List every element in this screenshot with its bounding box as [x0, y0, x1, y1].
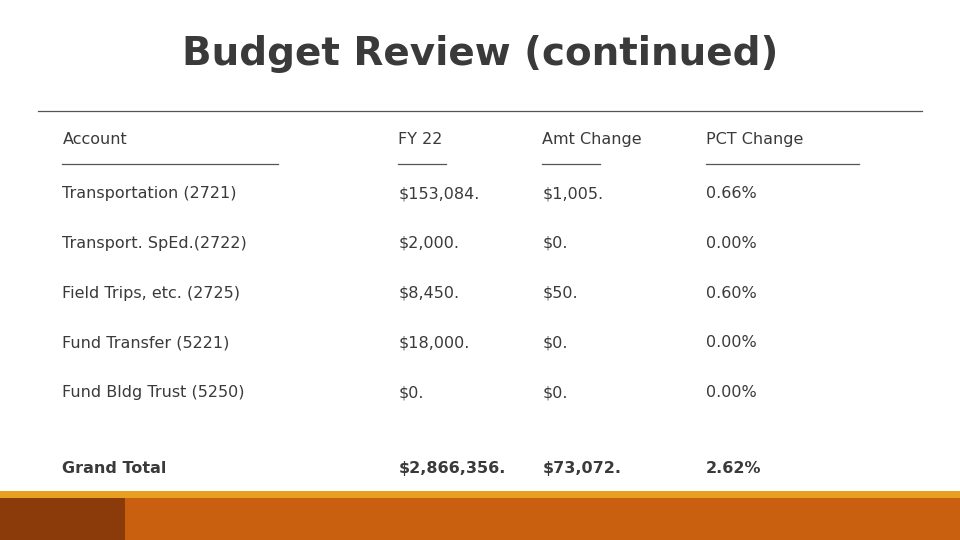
Text: $2,866,356.: $2,866,356. — [398, 461, 506, 476]
Text: Budget Review (continued): Budget Review (continued) — [181, 35, 779, 73]
Text: FY 22: FY 22 — [398, 132, 443, 147]
Text: Fund Transfer (5221): Fund Transfer (5221) — [62, 335, 229, 350]
Text: $8,450.: $8,450. — [398, 286, 460, 301]
Text: $2,000.: $2,000. — [398, 236, 460, 251]
Text: $18,000.: $18,000. — [398, 335, 469, 350]
Text: Amt Change: Amt Change — [542, 132, 642, 147]
Text: 2.62%: 2.62% — [706, 461, 761, 476]
Text: Transport. SpEd.(2722): Transport. SpEd.(2722) — [62, 236, 247, 251]
Text: Field Trips, etc. (2725): Field Trips, etc. (2725) — [62, 286, 240, 301]
Text: $73,072.: $73,072. — [542, 461, 621, 476]
Text: 0.00%: 0.00% — [706, 385, 756, 400]
Text: Account: Account — [62, 132, 127, 147]
Text: 0.66%: 0.66% — [706, 186, 756, 201]
Text: $0.: $0. — [542, 385, 568, 400]
Text: $50.: $50. — [542, 286, 578, 301]
Text: $153,084.: $153,084. — [398, 186, 480, 201]
Text: $0.: $0. — [542, 236, 568, 251]
Text: 0.60%: 0.60% — [706, 286, 756, 301]
Text: Transportation (2721): Transportation (2721) — [62, 186, 237, 201]
Text: PCT Change: PCT Change — [706, 132, 803, 147]
Bar — [125, 491, 960, 540]
Text: $0.: $0. — [542, 335, 568, 350]
Text: 0.00%: 0.00% — [706, 236, 756, 251]
Text: $1,005.: $1,005. — [542, 186, 604, 201]
Text: $0.: $0. — [398, 385, 424, 400]
Text: Fund Bldg Trust (5250): Fund Bldg Trust (5250) — [62, 385, 245, 400]
Text: 0.00%: 0.00% — [706, 335, 756, 350]
Bar — [0, 491, 125, 540]
Text: Grand Total: Grand Total — [62, 461, 167, 476]
Bar — [0, 491, 960, 498]
